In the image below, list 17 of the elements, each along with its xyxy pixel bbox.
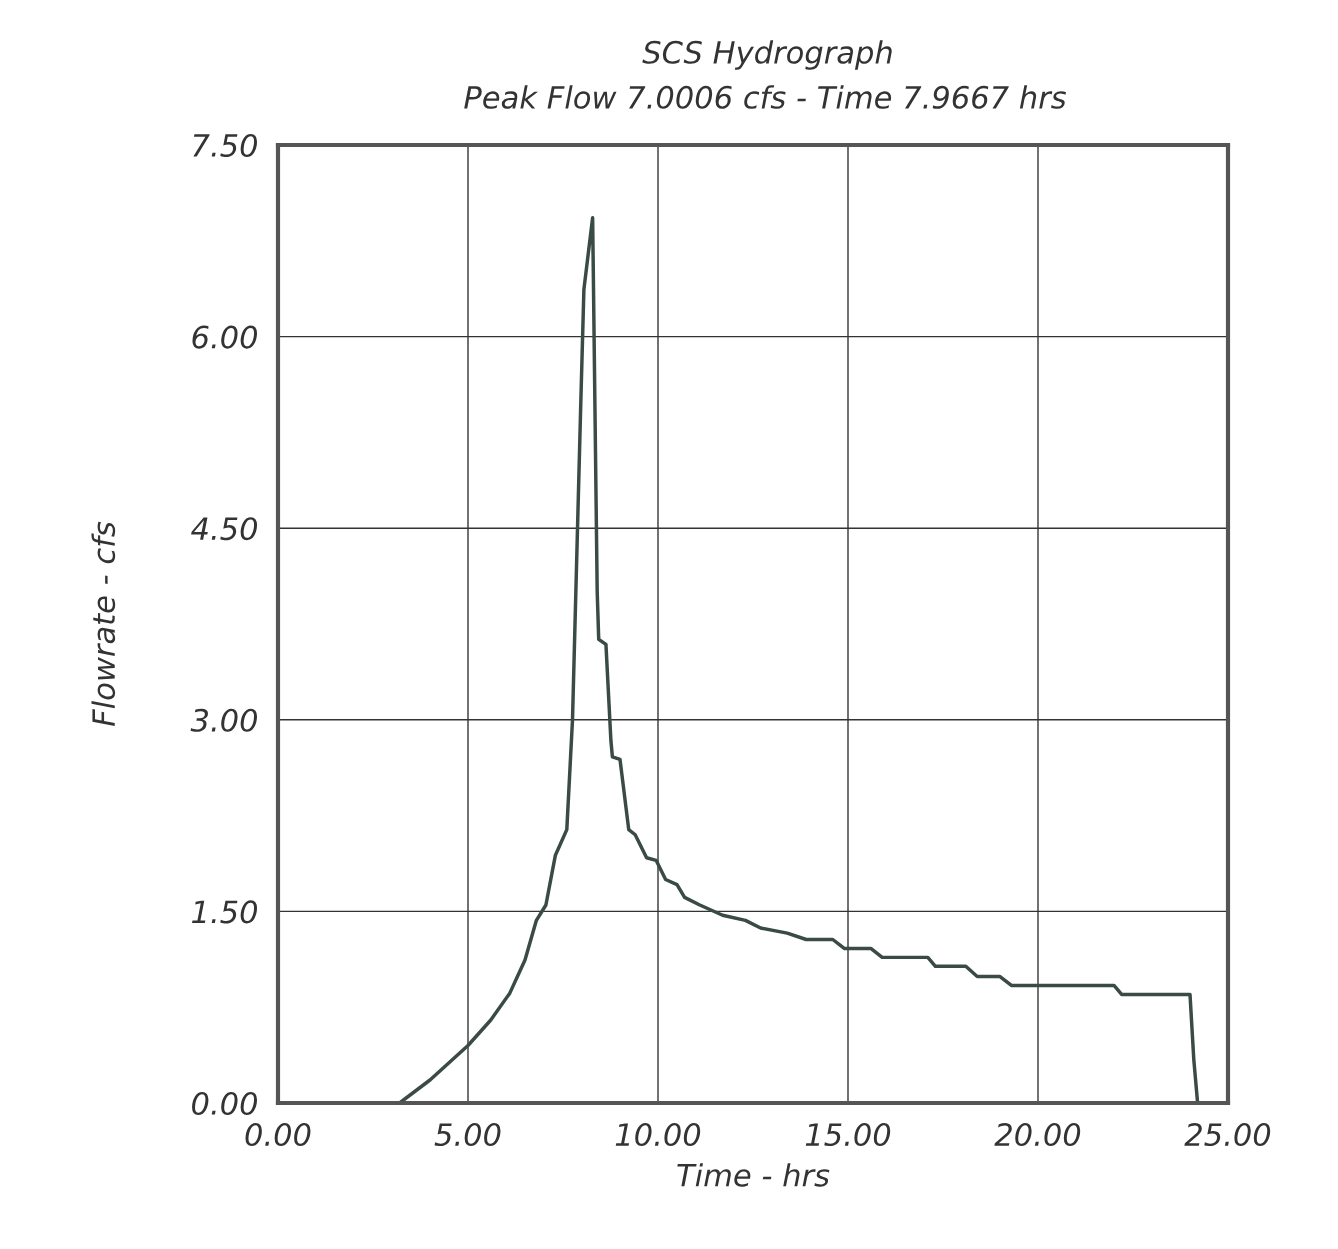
line-series [397,216,1200,1103]
y-tick-label: 4.50 [191,517,258,541]
x-tick-label: 0.00 [245,1122,311,1147]
x-tick-label: 5.00 [434,1122,501,1147]
x-tick-label: 10.00 [615,1122,701,1147]
y-tick-label: 1.50 [192,900,258,924]
x-tick-label: 15.00 [805,1122,891,1147]
y-tick-label: 6.00 [192,325,258,349]
x-tick-label: 25.00 [1184,1122,1271,1147]
y-tick-label: 7.50 [193,133,258,158]
chart-subtitle: Peak Flow 7.0006 cfs - Time 7.9667 hrs [464,85,1067,109]
x-tick-label: 20.00 [994,1122,1081,1147]
chart-title: SCS Hydrograph [642,40,892,70]
x-axis-title: Time - hrs [677,1163,830,1187]
y-tick-label: 0.00 [192,1091,258,1116]
y-tick-label: 3.00 [190,708,258,732]
y-axis-title: Flowrate - cfs [91,521,116,727]
